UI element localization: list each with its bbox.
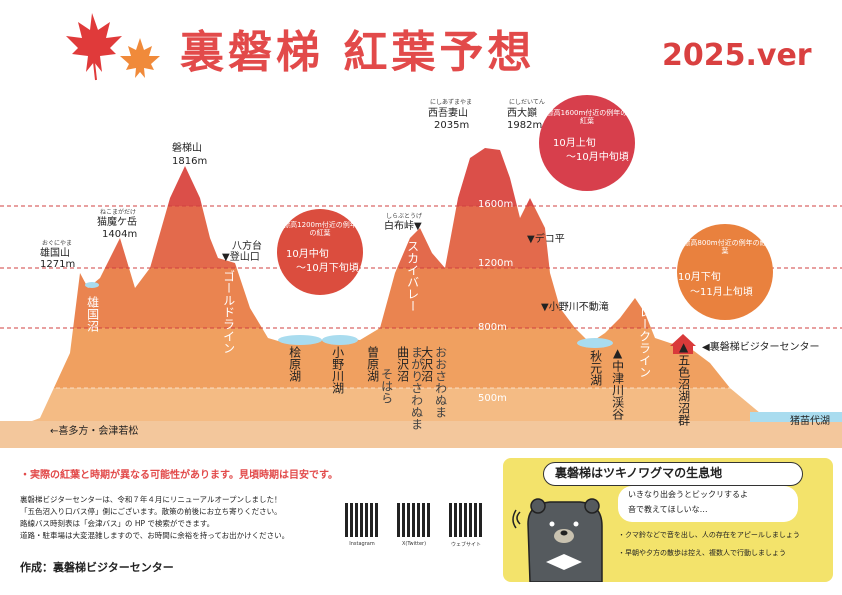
bear-tip: ・早朝や夕方の散歩は控え、複数人で行動しましょう bbox=[618, 549, 786, 557]
lake-osawa: 大沢沼 bbox=[419, 346, 434, 382]
bear-icon bbox=[512, 498, 603, 582]
peak-ruby: おぐにやま bbox=[42, 240, 73, 247]
lake-onogawa: 小野川湖 bbox=[330, 346, 345, 394]
place-dekodaira: ▼デコ平 bbox=[527, 234, 565, 245]
note-line: 裏磐梯ビジターセンターは、令和７年４月にリニューアルオープンしました！ bbox=[20, 495, 282, 504]
qr-label: X(Twitter) bbox=[401, 541, 427, 547]
forecast-1600-line1: 10月上旬 bbox=[553, 138, 596, 149]
lake-akimoto: 秋元湖 bbox=[588, 350, 603, 386]
peak-elev: 1271m bbox=[40, 259, 76, 270]
lake-ruby: そはら bbox=[379, 368, 394, 404]
lake-ruby: おおさわぬま bbox=[433, 346, 448, 418]
lake-oguni: 雄国沼 bbox=[85, 296, 100, 332]
lake-magari: 曲沢沼 bbox=[395, 346, 410, 382]
peak-ruby: ねこまがだけ bbox=[100, 209, 137, 216]
altitude-label: 500m bbox=[478, 393, 507, 404]
altitude-label: 1600m bbox=[478, 199, 514, 210]
road-skyvalley: スカイバレー bbox=[405, 240, 420, 312]
peak-name: 雄国山 bbox=[40, 248, 70, 259]
peak-name: 猫魔ケ岳 bbox=[97, 217, 137, 228]
forecast-800-line2: 〜11月上旬頃 bbox=[690, 287, 753, 298]
forecast-1200-title: 標高1200m付近の例年の紅葉 bbox=[283, 221, 357, 237]
forecast-800-title: 標高800m付近の例年の紅葉 bbox=[683, 239, 767, 255]
maple-leaf-icon bbox=[66, 13, 160, 81]
qr-twitter[interactable] bbox=[397, 503, 431, 537]
place-kitakata: ←喜多方・会津若松 bbox=[50, 426, 139, 437]
place-visitor-center: ◀裏磐梯ビジターセンター bbox=[702, 342, 820, 353]
note-line: 道路・駐車場は大変混雑しますので、お時間に余裕を持ってお出かけください。 bbox=[20, 531, 290, 540]
place-happodai: 八方台 bbox=[232, 241, 262, 252]
place-ruby: しらぶとうげ bbox=[386, 213, 423, 220]
bear-speech: 音で教えてほしいな… bbox=[628, 505, 708, 514]
forecast-800-line1: 10月下旬 bbox=[678, 272, 721, 283]
bear-tip: ・クマ鈴などで音を出し、人の存在をアピールしましょう bbox=[618, 531, 800, 539]
peak-elev: 1816m bbox=[172, 156, 208, 167]
road-lakeline: レークライン bbox=[637, 306, 652, 378]
lake-hibara: 桧原湖 bbox=[287, 346, 302, 382]
warning-note: ・実際の紅葉と時期が異なる可能性があります。見頃時期は目安です。 bbox=[20, 470, 338, 481]
bear-title-box bbox=[543, 462, 803, 486]
peak-elev: 1982m bbox=[507, 120, 543, 131]
lake-ruby: まがりさわぬま bbox=[409, 346, 424, 430]
place-tozanguchi: ▼登山口 bbox=[222, 252, 260, 263]
forecast-1600-title: 標高1600m付近の例年の紅葉 bbox=[546, 109, 628, 125]
qr-instagram[interactable] bbox=[345, 503, 379, 537]
road-goldline: ゴールドライン bbox=[221, 270, 236, 354]
place-onogawa-fall: ▼小野川不動滝 bbox=[541, 302, 609, 313]
forecast-1200-line1: 10月中旬 bbox=[286, 249, 329, 260]
elevation-profile-illustration bbox=[0, 88, 842, 448]
speech-bubble bbox=[618, 486, 798, 522]
peak-name: 西吾妻山 bbox=[428, 108, 468, 119]
place-inawashiro: 猪苗代湖 bbox=[790, 416, 830, 427]
place-nakatsugawa: ▲中津川渓谷 bbox=[610, 346, 625, 420]
place-goshiki: ▲五色沼湖沼群 bbox=[676, 340, 691, 426]
altitude-label: 800m bbox=[478, 322, 507, 333]
bear-speech: いきなり出会うとビックリするよ bbox=[628, 490, 748, 499]
qr-label: Instagram bbox=[349, 541, 375, 547]
peak-ruby: にしだいてん bbox=[509, 99, 545, 106]
page-title: 裏磐梯 紅葉予想 bbox=[180, 27, 536, 78]
note-line: 「五色沼入り口バス停」側にございます。散策の前後にお立ち寄りください。 bbox=[20, 507, 282, 516]
forecast-1600-line2: 〜10月中旬頃 bbox=[566, 152, 629, 163]
forecast-1200-line2: 〜10月下旬頃 bbox=[296, 263, 359, 274]
altitude-label: 1200m bbox=[478, 258, 514, 269]
peak-elev: 1404m bbox=[102, 229, 138, 240]
bear-title: 裏磐梯はツキノワグマの生息地 bbox=[555, 466, 723, 480]
peak-ruby: にしあずまやま bbox=[430, 99, 473, 106]
author-credit: 作成：裏磐梯ビジターセンター bbox=[20, 561, 174, 574]
peak-name: 西大巓 bbox=[507, 108, 537, 119]
qr-label: ウェブサイト bbox=[450, 542, 481, 548]
version-label: 2025.ver bbox=[662, 38, 812, 73]
note-line: 路線バス時刻表は「会津バス」の HP で検索ができます。 bbox=[20, 519, 215, 528]
qr-website[interactable] bbox=[449, 503, 483, 537]
place-shirafu: 白布峠▼ bbox=[384, 221, 422, 232]
peak-elev: 2035m bbox=[434, 120, 470, 131]
lake-sobara: 曽原湖 bbox=[365, 346, 380, 382]
peak-name: 磐梯山 bbox=[172, 143, 202, 154]
